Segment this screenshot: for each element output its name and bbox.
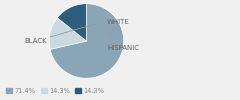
- Wedge shape: [50, 4, 124, 78]
- Text: WHITE: WHITE: [107, 19, 130, 34]
- Text: HISPANIC: HISPANIC: [107, 43, 139, 51]
- Legend: 71.4%, 14.3%, 14.3%: 71.4%, 14.3%, 14.3%: [3, 85, 107, 97]
- Wedge shape: [49, 18, 86, 49]
- Wedge shape: [57, 4, 86, 41]
- Text: BLACK: BLACK: [25, 24, 97, 44]
